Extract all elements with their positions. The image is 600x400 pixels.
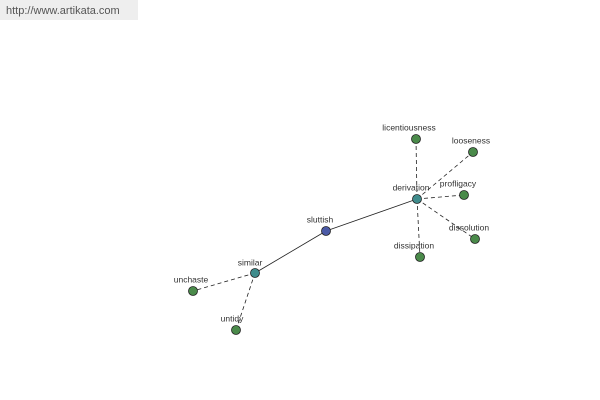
- node[interactable]: [231, 325, 241, 335]
- dashed-edge: [416, 194, 465, 200]
- node[interactable]: [468, 147, 478, 157]
- node-label[interactable]: dissolution: [449, 222, 489, 232]
- node[interactable]: [188, 286, 198, 296]
- dashed-edge: [235, 272, 256, 331]
- node-label[interactable]: similar: [238, 257, 263, 267]
- node-label[interactable]: untidy: [221, 313, 244, 323]
- node[interactable]: [415, 252, 425, 262]
- dashed-edge: [416, 198, 421, 258]
- site-url[interactable]: http://www.artikata.com: [0, 0, 138, 20]
- node-label[interactable]: licentiousness: [382, 122, 435, 132]
- node[interactable]: [470, 234, 480, 244]
- node-label[interactable]: unchaste: [174, 274, 209, 284]
- node-label[interactable]: looseness: [452, 135, 490, 145]
- node[interactable]: [250, 268, 260, 278]
- edge: [325, 198, 418, 232]
- dashed-edge: [416, 198, 476, 240]
- node-label[interactable]: sluttish: [307, 214, 334, 224]
- node[interactable]: [411, 134, 421, 144]
- dashed-edge: [416, 151, 474, 200]
- node[interactable]: [412, 194, 422, 204]
- dashed-edge: [192, 272, 256, 292]
- edge: [254, 230, 327, 274]
- node[interactable]: [459, 190, 469, 200]
- node-label[interactable]: dissipation: [394, 240, 434, 250]
- dashed-edge: [415, 138, 418, 200]
- node-label[interactable]: profligacy: [440, 178, 477, 188]
- node-label[interactable]: derivation: [393, 182, 430, 192]
- node[interactable]: [321, 226, 331, 236]
